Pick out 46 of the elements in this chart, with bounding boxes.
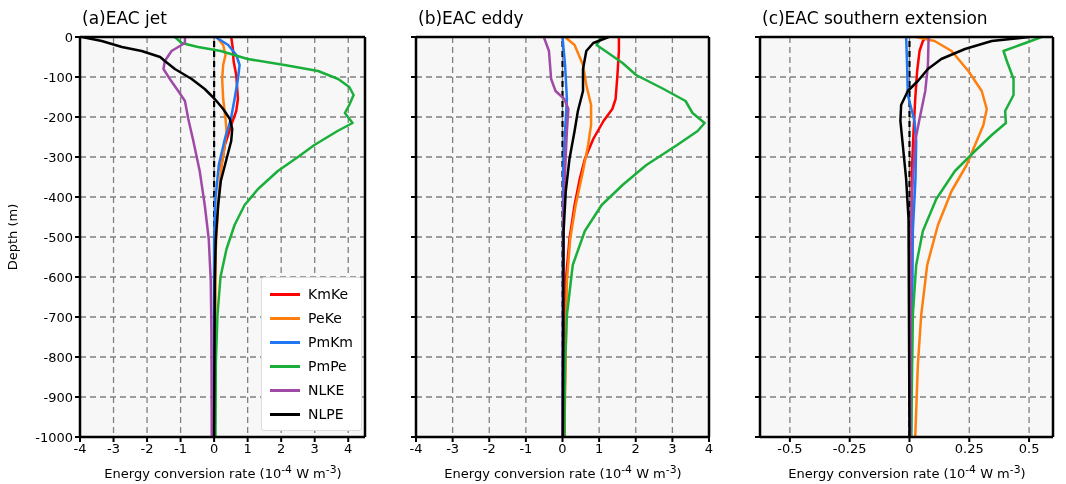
x-tick-label: 4 [344, 441, 353, 457]
legend-label: NLPE [308, 405, 344, 424]
x-tick-label: -2 [140, 441, 154, 457]
legend-label: PmPe [308, 357, 347, 376]
x-tick-label: -3 [107, 441, 121, 457]
legend-label: NLKE [308, 381, 345, 400]
x-tick-label: -4 [73, 441, 87, 457]
chart-title: (c)EAC southern extension [762, 8, 989, 28]
x-tick-label: -0.25 [832, 441, 867, 457]
x-tick-label: 2 [631, 441, 640, 457]
legend-label: PeKe [308, 309, 342, 328]
y-tick-label: -200 [43, 109, 73, 125]
x-tick-label: -4 [409, 441, 423, 457]
x-tick-label: 0.25 [954, 441, 984, 457]
y-tick-label: -700 [43, 309, 73, 325]
x-tick-label: 2 [277, 441, 286, 457]
x-tick-label: 4 [704, 441, 714, 457]
x-tick-label: -2 [482, 441, 496, 457]
legend-label: PmKm [308, 333, 353, 352]
x-tick-label: -1 [174, 441, 188, 457]
y-tick-label: -400 [43, 189, 73, 205]
chart-title: (b)EAC eddy [418, 8, 525, 28]
y-tick-label: -600 [43, 269, 73, 285]
x-tick-label: -3 [446, 441, 460, 457]
chart-title: (a)EAC jet [82, 8, 168, 28]
x-tick-label: -1 [519, 441, 533, 457]
y-tick-label: -1000 [35, 429, 73, 445]
x-axis-title: Energy conversion rate (10$^{-4}$ W m$^{-3}$) [103, 463, 343, 482]
x-tick-label: 0 [905, 441, 914, 457]
legend-label: KmKe [308, 285, 349, 304]
y-tick-label: -800 [43, 349, 73, 365]
x-axis-title: Energy conversion rate (10$^{-4}$ W m$^{-3}$) [443, 463, 683, 482]
x-tick-label: 3 [310, 441, 319, 457]
y-tick-label: -500 [43, 229, 73, 245]
x-tick-label: 1 [594, 441, 604, 457]
y-tick-label: -100 [43, 69, 73, 85]
x-tick-label: -0.5 [777, 441, 803, 457]
y-tick-label: 0 [64, 29, 73, 45]
x-tick-label: 0.5 [1018, 441, 1040, 457]
x-tick-label: 0 [209, 441, 219, 457]
x-tick-label: 0 [558, 441, 567, 457]
y-tick-label: -900 [43, 389, 73, 405]
x-tick-label: 1 [243, 441, 252, 457]
y-tick-label: -300 [43, 149, 73, 165]
x-tick-label: 3 [668, 441, 677, 457]
x-axis-title: Energy conversion rate (10$^{-4}$ W m$^{-3}$) [787, 463, 1027, 482]
